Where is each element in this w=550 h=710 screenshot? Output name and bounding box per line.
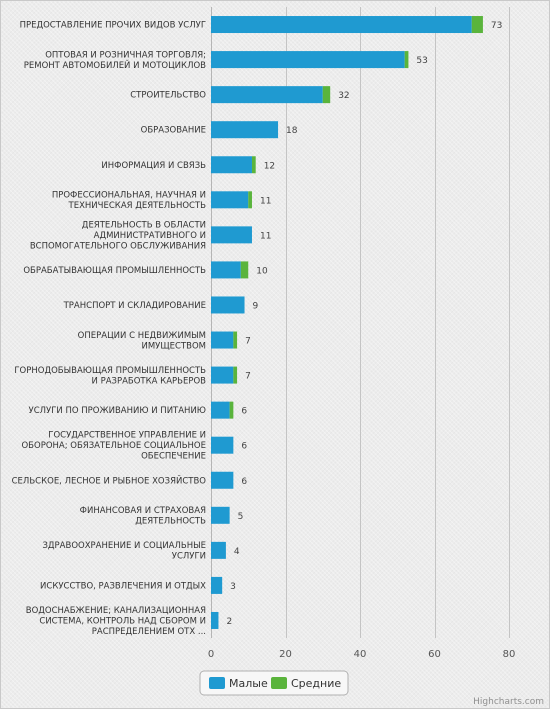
legend-label-medium: Средние xyxy=(291,677,341,690)
category-label: СЕЛЬСКОЕ, ЛЕСНОЕ И РЫБНОЕ ХОЗЯЙСТВО xyxy=(12,474,207,486)
bar-segment-medium[interactable] xyxy=(233,366,238,384)
category-label: СТРОИТЕЛЬСТВО xyxy=(130,91,206,101)
category-label: ОПТОВАЯ И РОЗНИЧНАЯ ТОРГОВЛЯ; РЕМОНТ АВТО… xyxy=(24,50,206,71)
category-label: ДЕЯТЕЛЬНОСТЬ В ОБЛАСТИ АДМИНИСТРАТИВНОГО … xyxy=(30,220,206,251)
legend-item-medium[interactable]: Средние xyxy=(271,677,341,690)
bar-segment-small[interactable] xyxy=(211,121,279,139)
bar-segment-medium[interactable] xyxy=(471,16,483,34)
category-label: ИНФОРМАЦИЯ И СВЯЗЬ xyxy=(101,161,206,171)
data-label: 12 xyxy=(264,161,275,171)
bars xyxy=(211,16,483,629)
bar-segment-medium[interactable] xyxy=(251,156,256,174)
category-labels: ПРЕДОСТАВЛЕНИЕ ПРОЧИХ ВИДОВ УСЛУГ ОПТОВАЯ… xyxy=(12,21,207,637)
x-tick-label: 80 xyxy=(503,649,516,660)
bar-segment-medium[interactable] xyxy=(248,191,252,209)
data-label: 32 xyxy=(338,91,349,101)
data-label: 53 xyxy=(416,56,427,66)
data-label: 11 xyxy=(260,231,271,241)
data-label: 6 xyxy=(241,477,247,487)
bar-segment-small[interactable] xyxy=(211,506,230,524)
bar-segment-small[interactable] xyxy=(211,401,230,419)
data-label: 6 xyxy=(241,442,247,452)
category-label: УСЛУГИ ПО ПРОЖИВАНИЮ И ПИТАНИЮ xyxy=(29,406,206,416)
category-label: ФИНАНСОВАЯ И СТРАХОВАЯ ДЕЯТЕЛЬНОСТЬ xyxy=(80,506,207,527)
bar-segment-small[interactable] xyxy=(211,156,252,174)
x-tick-label: 60 xyxy=(428,649,441,660)
x-tick-label: 40 xyxy=(354,649,367,660)
x-tick-label: 0 xyxy=(208,649,214,660)
category-label: ПРЕДОСТАВЛЕНИЕ ПРОЧИХ ВИДОВ УСЛУГ xyxy=(20,21,206,31)
data-label: 4 xyxy=(234,547,240,557)
data-label: 73 xyxy=(491,21,502,31)
category-label: ИСКУССТВО, РАЗВЛЕЧЕНИЯ И ОТДЫХ xyxy=(40,581,206,591)
category-label: ВОДОСНАБЖЕНИЕ; КАНАЛИЗАЦИОННАЯ СИСТЕМА, К… xyxy=(26,606,206,637)
bar-segment-small[interactable] xyxy=(211,226,252,244)
data-label: 6 xyxy=(241,407,247,417)
category-label: ГОРНОДОБЫВАЮЩАЯ ПРОМЫШЛЕННОСТЬ И РАЗРАБОТ… xyxy=(14,366,206,387)
category-label: ГОСУДАРСТВЕННОЕ УПРАВЛЕНИЕ И ОБОРОНА; ОБЯ… xyxy=(21,431,206,462)
bar-segment-small[interactable] xyxy=(211,51,405,69)
legend-item-small[interactable]: Малые xyxy=(209,677,268,690)
category-label: ОБРАБАТЫВАЮЩАЯ ПРОМЫШЛЕННОСТЬ xyxy=(23,266,206,276)
data-label: 5 xyxy=(238,512,244,522)
bar-segment-small[interactable] xyxy=(211,576,223,594)
credits-link[interactable]: Highcharts.com xyxy=(473,697,544,707)
category-label: ЗДРАВООХРАНЕНИЕ И СОЦИАЛЬНЫЕ УСЛУГИ xyxy=(42,541,206,562)
data-label: 10 xyxy=(256,266,268,276)
bar-segment-small[interactable] xyxy=(211,331,234,349)
category-label: ТРАНСПОРТ И СКЛАДИРОВАНИЕ xyxy=(63,301,206,311)
bar-segment-medium[interactable] xyxy=(322,86,331,104)
bar-segment-small[interactable] xyxy=(211,261,241,279)
bar-segment-small[interactable] xyxy=(211,541,226,559)
legend-swatch-small xyxy=(209,677,225,689)
data-label: 3 xyxy=(230,582,236,592)
category-label: ОПЕРАЦИИ С НЕДВИЖИМЫМ ИМУЩЕСТВОМ xyxy=(78,331,206,352)
legend-swatch-medium xyxy=(271,677,287,689)
bar-segment-small[interactable] xyxy=(211,16,472,34)
bar-segment-medium[interactable] xyxy=(229,401,234,419)
data-label: 7 xyxy=(245,337,251,347)
bar-segment-medium[interactable] xyxy=(233,331,238,349)
data-label: 18 xyxy=(286,126,298,136)
x-axis-ticks: 0 20 40 60 80 xyxy=(208,649,516,660)
bar-segment-medium[interactable] xyxy=(404,51,409,69)
bar-segment-small[interactable] xyxy=(211,366,234,384)
bar-segment-small[interactable] xyxy=(211,611,219,629)
bar-segment-small[interactable] xyxy=(211,296,245,314)
category-label: ПРОФЕССИОНАЛЬНАЯ, НАУЧНАЯ И ТЕХНИЧЕСКАЯ Д… xyxy=(52,191,206,212)
data-label: 2 xyxy=(226,617,232,627)
grid-lines xyxy=(211,7,510,638)
bar-segment-small[interactable] xyxy=(211,191,249,209)
category-label: ОБРАЗОВАНИЕ xyxy=(141,126,206,136)
legend-label-small: Малые xyxy=(229,677,268,690)
bar-segment-small[interactable] xyxy=(211,436,234,454)
data-label: 11 xyxy=(260,196,271,206)
legend: Малые Средние xyxy=(199,670,349,696)
bar-segment-small[interactable] xyxy=(211,471,234,489)
data-label: 7 xyxy=(245,372,251,382)
bar-segment-small[interactable] xyxy=(211,86,323,104)
x-tick-label: 20 xyxy=(279,649,292,660)
bar-segment-medium[interactable] xyxy=(240,261,249,279)
data-label: 9 xyxy=(253,301,259,311)
